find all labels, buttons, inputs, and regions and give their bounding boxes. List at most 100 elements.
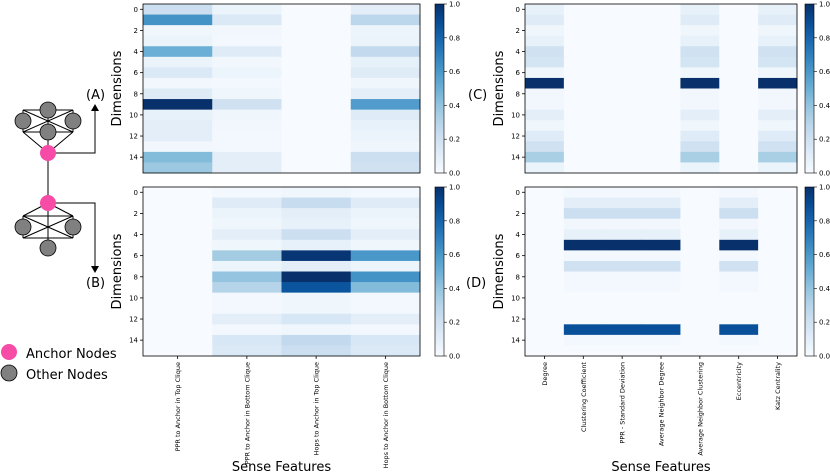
heatmap-cell	[350, 162, 421, 174]
heatmap-cell	[680, 334, 720, 346]
heatmap-cell	[525, 56, 565, 68]
heatmap-cell	[758, 109, 798, 121]
y-tick-label: 10	[129, 294, 138, 302]
x-tick-label: Hops to Anchor in Top Clique	[313, 362, 321, 455]
colorbar-tick-label: 1.0	[819, 1, 830, 9]
heatmap-cell	[758, 4, 798, 16]
x-tick-label: Hops to Anchor in Bottom Clique	[382, 362, 390, 468]
arrow-down-icon	[91, 266, 99, 273]
heatmap-cell	[758, 46, 798, 58]
heatmap-cell	[758, 14, 798, 26]
heatmap-cell	[563, 99, 604, 111]
heatmap-cell	[680, 77, 720, 89]
colorbar-tick-label: 0.4	[449, 285, 461, 293]
heatmap-cell	[641, 313, 681, 325]
heatmap-cell	[281, 67, 352, 79]
x-tick-label: Average Neighbor Clustering	[696, 362, 704, 456]
heatmap-cell	[641, 56, 681, 68]
heatmap-cell	[350, 35, 421, 47]
heatmap-cell	[719, 14, 759, 26]
heatmap-cell	[350, 208, 421, 220]
heatmap-cell	[563, 77, 604, 89]
heatmap-cell	[602, 303, 643, 315]
heatmap-cell	[602, 109, 643, 121]
heatmap-cell	[719, 187, 759, 199]
colorbar-tick-label: 0.0	[449, 170, 460, 178]
heatmap-cell	[680, 130, 720, 142]
colorbar-tick-label: 0.6	[819, 68, 830, 76]
y-tick-label: 12	[129, 316, 138, 324]
heatmap-cell	[143, 334, 213, 346]
heatmap-cell	[719, 282, 759, 294]
heatmap-cell	[525, 67, 565, 79]
heatmap-cell	[350, 187, 421, 199]
heatmap-cell	[602, 35, 643, 47]
heatmap-cell	[680, 229, 720, 241]
heatmap-cell	[563, 56, 604, 68]
heatmap-cell	[212, 334, 282, 346]
y-tick-label: 10	[129, 111, 138, 119]
heatmap-cell	[602, 25, 643, 37]
heatmap-cell	[641, 46, 681, 58]
heatmap-cell	[602, 260, 643, 272]
heatmap-cell	[563, 292, 604, 304]
colorbar-tick-label: 0.8	[819, 34, 830, 42]
heatmap-cell	[680, 303, 720, 315]
heatmap-cell	[525, 292, 565, 304]
heatmap-cell	[719, 130, 759, 142]
heatmap-cell	[641, 260, 681, 272]
heatmap-cell	[143, 218, 213, 230]
heatmap-cell	[350, 151, 421, 163]
heatmap-cell	[641, 324, 681, 336]
heatmap-cell	[719, 141, 759, 153]
heatmap-cell	[212, 99, 282, 111]
heatmap-cell	[281, 324, 352, 336]
heatmap-cell	[563, 67, 604, 79]
heatmap-cell	[143, 130, 213, 142]
y-tick-label: 4	[516, 231, 521, 239]
heatmap-cell	[212, 292, 282, 304]
colorbar-tick-label: 0.2	[819, 319, 830, 327]
heatmap-cell	[563, 109, 604, 121]
heatmap-cell	[563, 151, 604, 163]
colorbar-tick-label: 0.4	[819, 102, 830, 110]
heatmap-cell	[350, 120, 421, 132]
colorbar	[434, 186, 445, 357]
heatmap-cell	[525, 282, 565, 294]
heatmap-cell	[212, 67, 282, 79]
heatmap-cell	[758, 25, 798, 37]
heatmap-cell	[719, 77, 759, 89]
panel-label-a: (A)	[86, 88, 105, 103]
heatmap-cell	[680, 25, 720, 37]
heatmap-cell	[719, 67, 759, 79]
heatmap-cell	[641, 239, 681, 251]
heatmap-cell	[143, 260, 213, 272]
heatmap-cell	[525, 260, 565, 272]
heatmap-cell	[350, 46, 421, 58]
heatmap-cell	[563, 260, 604, 272]
y-tick-label: 8	[134, 90, 138, 98]
heatmap-cell	[680, 208, 720, 220]
heatmap-cell	[143, 250, 213, 262]
heatmap-cell	[680, 282, 720, 294]
heatmap-cell	[350, 56, 421, 68]
heatmap-cell	[641, 250, 681, 262]
heatmap-cell	[143, 120, 213, 132]
heatmap-cell	[719, 46, 759, 58]
y-tick-label: 6	[516, 69, 521, 77]
colorbar-tick-label: 0.6	[819, 251, 830, 259]
heatmap-cell	[212, 130, 282, 142]
heatmap-cell	[719, 151, 759, 163]
x-axis-label: Sense Features	[232, 460, 332, 475]
heatmap-cell	[758, 250, 798, 262]
heatmap-cell	[350, 282, 421, 294]
y-tick-label: 14	[511, 154, 520, 162]
heatmap-cell	[563, 313, 604, 325]
y-tick-label: 4	[134, 231, 139, 239]
heatmap-cell	[350, 99, 421, 111]
heatmap-cell	[563, 229, 604, 241]
heatmap-cell	[758, 67, 798, 79]
heatmap-cell	[212, 151, 282, 163]
y-tick-label: 12	[511, 316, 520, 324]
heatmap-cell	[602, 67, 643, 79]
